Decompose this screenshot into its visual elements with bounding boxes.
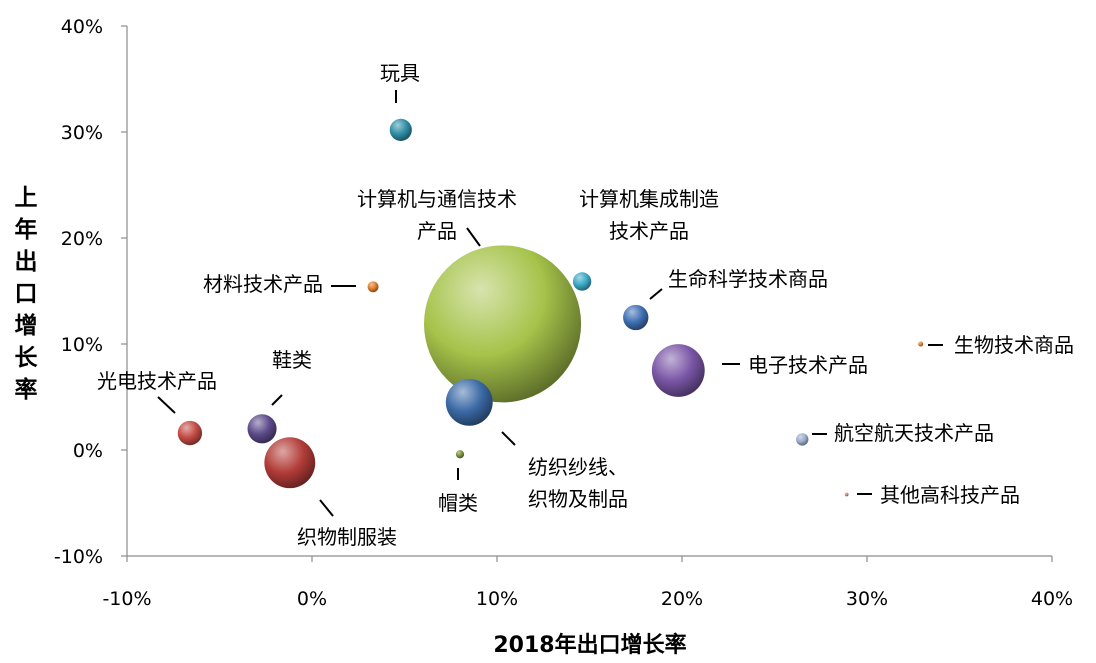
leader-line	[271, 394, 283, 406]
x-tick-label: -10%	[102, 588, 151, 610]
bubbles	[177, 118, 924, 497]
y-tick-label: -10%	[54, 546, 103, 568]
y-tick-label: 30%	[61, 122, 103, 144]
y-tick-label: 20%	[61, 228, 103, 250]
bubble	[177, 420, 203, 446]
point-label: 其他高科技产品	[880, 483, 1020, 507]
bubble	[623, 304, 649, 331]
y-axis-title: 上年出口增长率	[15, 185, 39, 403]
bubble	[455, 450, 465, 459]
bubble	[918, 341, 924, 347]
bubble	[264, 437, 316, 489]
bubble	[651, 344, 705, 397]
point-label: 材料技术产品	[203, 272, 323, 296]
bubble	[445, 378, 493, 426]
x-ticks: -10% 0% 10% 20% 30% 40%	[102, 556, 1073, 610]
leader-line	[319, 499, 334, 517]
y-tick-label: 10%	[61, 334, 103, 356]
point-label: 鞋类	[272, 348, 312, 372]
point-label: 航空航天技术产品	[834, 421, 994, 445]
leader-line	[501, 431, 516, 446]
x-tick-label: 10%	[476, 588, 518, 610]
bubble	[844, 492, 849, 497]
leader-line	[466, 227, 481, 247]
y-ticks: -10% 0% 10% 20% 30% 40%	[54, 16, 127, 568]
point-label: 计算机与通信技术产品	[357, 187, 517, 243]
bubble	[572, 272, 592, 291]
bubble	[389, 118, 412, 141]
point-label: 电子技术产品	[748, 353, 868, 377]
point-label: 生物技术商品	[954, 333, 1074, 357]
x-axis-title: 2018年出口增长率	[493, 632, 686, 658]
point-label: 帽类	[438, 491, 478, 515]
point-label: 生命科学技术商品	[668, 267, 828, 291]
y-tick-label: 0%	[73, 440, 103, 462]
leader-line	[157, 396, 176, 414]
point-label: 玩具	[380, 61, 420, 85]
bubble	[424, 245, 582, 403]
point-label: 计算机集成制造技术产品	[579, 187, 719, 243]
x-tick-label: 40%	[1031, 588, 1073, 610]
bubble	[367, 281, 379, 293]
x-tick-label: 0%	[297, 588, 327, 610]
bubble	[796, 433, 809, 446]
point-label: 纺织纱线、织物及制品	[528, 455, 628, 511]
bubble	[247, 414, 277, 444]
leader-line	[649, 288, 663, 300]
x-tick-label: 20%	[661, 588, 703, 610]
point-label: 光电技术产品	[97, 369, 217, 393]
leader-lines	[157, 90, 943, 517]
x-tick-label: 30%	[846, 588, 888, 610]
axes: -10% 0% 10% 20% 30% 40% -10% 0% 10% 20% 30% 40%	[54, 16, 1073, 610]
point-label: 织物制服装	[297, 525, 397, 549]
y-tick-label: 40%	[61, 16, 103, 38]
